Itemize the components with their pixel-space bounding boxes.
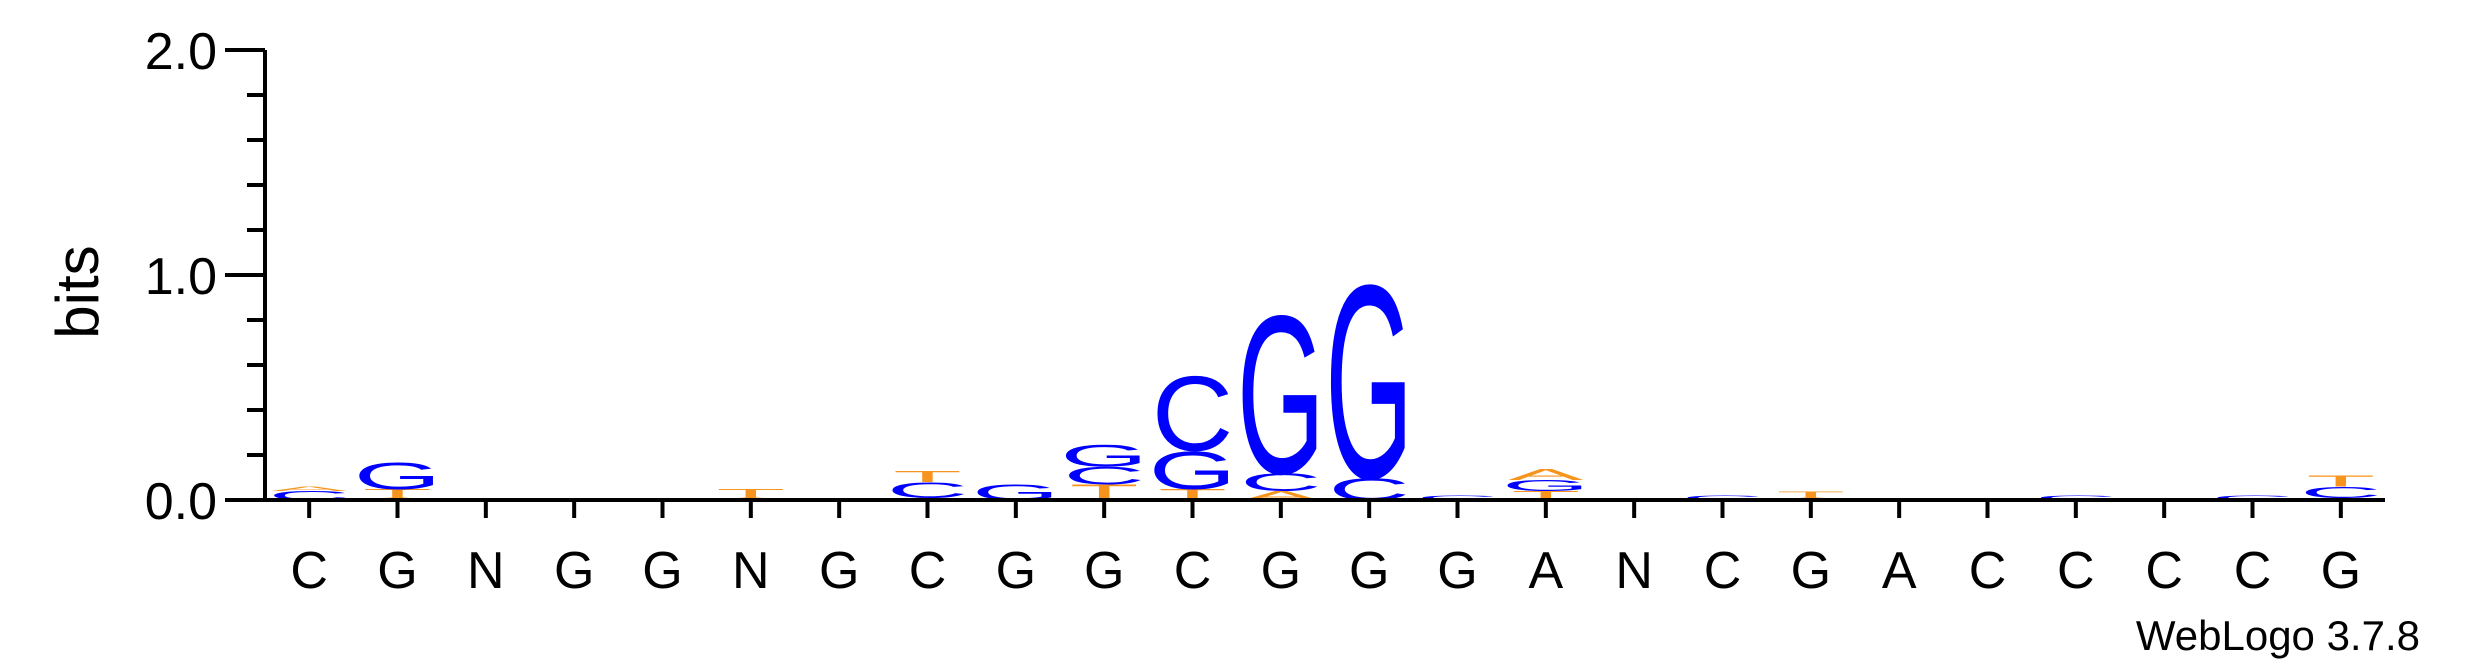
logo-glyph: T xyxy=(2306,472,2375,490)
position-label: G xyxy=(642,542,682,600)
logo-glyph: G xyxy=(1149,440,1237,500)
position-label: A xyxy=(1528,542,1563,600)
y-tick-label: 1.0 xyxy=(145,248,217,306)
logo-stacks: CAATGATACTGTCGTGCACGCGCTGACATCCACT xyxy=(268,227,2381,536)
logo-glyph: C xyxy=(1063,462,1145,490)
position-label: C xyxy=(2057,542,2095,600)
logo-glyph: C xyxy=(2035,494,2117,501)
position-label: A xyxy=(1882,542,1917,600)
logo-glyph: C xyxy=(1682,494,1764,501)
logo-glyph: A xyxy=(1508,466,1584,484)
logo-glyph: T xyxy=(363,486,432,500)
logo-glyph: T xyxy=(716,486,785,500)
logo-glyph: T xyxy=(1776,489,1845,499)
position-label: C xyxy=(1174,542,1212,600)
position-label: N xyxy=(1615,542,1653,600)
weblogo-credit: WebLogo 3.7.8 xyxy=(2136,612,2420,659)
logo-glyph: T xyxy=(893,468,962,486)
position-label: N xyxy=(732,542,770,600)
position-label: C xyxy=(290,542,328,600)
position-label: C xyxy=(909,542,947,600)
logo-glyph: G xyxy=(1060,438,1148,473)
logo-glyph: C xyxy=(2300,484,2382,502)
logo-glyph: C xyxy=(1152,355,1234,474)
position-label: C xyxy=(2145,542,2183,600)
logo-glyph: G xyxy=(1237,268,1325,521)
logo-glyph: C xyxy=(2212,494,2294,501)
y-axis-label: bits xyxy=(44,245,111,338)
position-label: G xyxy=(554,542,594,600)
y-tick-label: 0.0 xyxy=(145,473,217,531)
position-label: C xyxy=(1969,542,2007,600)
position-label: G xyxy=(996,542,1036,600)
y-axis: 0.0 1.0 2.0 xyxy=(145,23,267,531)
y-tick-label: 2.0 xyxy=(145,23,217,81)
logo-glyph: A xyxy=(272,485,348,492)
logo-glyph: C xyxy=(1417,494,1499,501)
position-label: G xyxy=(1084,542,1124,600)
position-label: N xyxy=(467,542,505,600)
logo-glyph: C xyxy=(1240,469,1322,497)
position-label: G xyxy=(2321,542,2361,600)
position-label: G xyxy=(1261,542,1301,600)
position-label: C xyxy=(2234,542,2272,600)
position-label: G xyxy=(377,542,417,600)
logo-glyph: G xyxy=(1325,227,1413,536)
position-label: G xyxy=(819,542,859,600)
logo-glyph: G xyxy=(354,455,442,497)
position-label: C xyxy=(1704,542,1742,600)
position-label: G xyxy=(1791,542,1831,600)
logo-glyph: G xyxy=(1502,477,1590,495)
position-label: G xyxy=(1349,542,1389,600)
position-label: G xyxy=(1437,542,1477,600)
